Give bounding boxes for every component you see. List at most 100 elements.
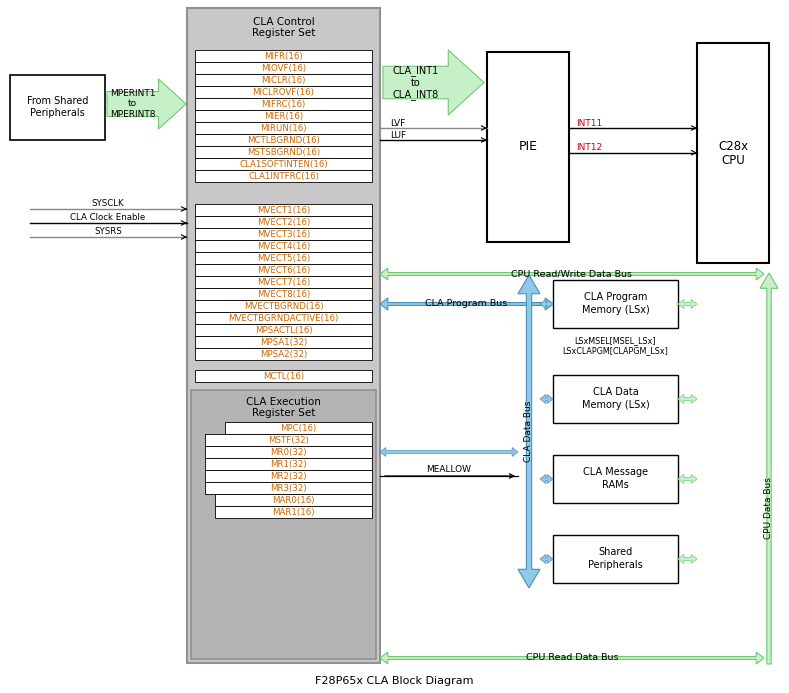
FancyBboxPatch shape xyxy=(195,158,372,170)
FancyBboxPatch shape xyxy=(195,98,372,110)
FancyBboxPatch shape xyxy=(553,280,678,328)
Text: MVECTBGRND(16): MVECTBGRND(16) xyxy=(244,301,323,310)
FancyBboxPatch shape xyxy=(205,482,372,494)
FancyBboxPatch shape xyxy=(195,204,372,216)
Polygon shape xyxy=(383,50,484,115)
FancyBboxPatch shape xyxy=(187,8,380,663)
FancyBboxPatch shape xyxy=(195,370,372,382)
Text: CLA Clock Enable: CLA Clock Enable xyxy=(70,213,146,222)
FancyBboxPatch shape xyxy=(195,276,372,288)
FancyBboxPatch shape xyxy=(205,434,372,446)
Text: MIFRC(16): MIFRC(16) xyxy=(261,100,305,109)
Text: MVECT8(16): MVECT8(16) xyxy=(257,290,310,299)
FancyBboxPatch shape xyxy=(553,455,678,503)
FancyBboxPatch shape xyxy=(195,134,372,146)
Text: Shared: Shared xyxy=(598,547,633,557)
Text: MPSACTL(16): MPSACTL(16) xyxy=(255,326,312,335)
FancyBboxPatch shape xyxy=(195,288,372,300)
Text: MICLROVF(16): MICLROVF(16) xyxy=(252,87,315,96)
Text: CPU Read/Write Data Bus: CPU Read/Write Data Bus xyxy=(511,270,633,279)
FancyBboxPatch shape xyxy=(205,458,372,470)
Text: MR3(32): MR3(32) xyxy=(270,484,307,493)
Polygon shape xyxy=(380,298,553,310)
Text: CPU: CPU xyxy=(721,154,745,166)
FancyBboxPatch shape xyxy=(195,74,372,86)
Text: CLA Data Bus: CLA Data Bus xyxy=(525,401,533,462)
FancyBboxPatch shape xyxy=(225,422,372,434)
Text: RAMs: RAMs xyxy=(602,480,629,490)
FancyBboxPatch shape xyxy=(195,300,372,312)
Text: From Shared: From Shared xyxy=(27,96,88,105)
Text: SYSCLK: SYSCLK xyxy=(92,200,125,209)
Text: INT11: INT11 xyxy=(576,119,602,128)
FancyBboxPatch shape xyxy=(205,470,372,482)
Text: MCTL(16): MCTL(16) xyxy=(263,371,304,380)
FancyBboxPatch shape xyxy=(195,110,372,122)
FancyBboxPatch shape xyxy=(195,170,372,182)
Text: MVECT2(16): MVECT2(16) xyxy=(257,218,310,227)
FancyBboxPatch shape xyxy=(10,75,105,140)
Polygon shape xyxy=(678,299,697,308)
Text: MIFR(16): MIFR(16) xyxy=(264,51,303,60)
FancyBboxPatch shape xyxy=(215,506,372,518)
FancyBboxPatch shape xyxy=(195,324,372,336)
Text: CLA1SOFTINTEN(16): CLA1SOFTINTEN(16) xyxy=(239,159,327,168)
FancyBboxPatch shape xyxy=(487,52,569,242)
Text: MVECT4(16): MVECT4(16) xyxy=(257,241,310,250)
Text: MPSA2(32): MPSA2(32) xyxy=(260,349,307,358)
Text: Peripherals: Peripherals xyxy=(30,109,85,119)
Text: LSxMSEL[MSEL_LSx]: LSxMSEL[MSEL_LSx] xyxy=(574,337,656,346)
Text: Memory (LSx): Memory (LSx) xyxy=(581,400,649,410)
FancyBboxPatch shape xyxy=(195,146,372,158)
Text: CLA1INTFRC(16): CLA1INTFRC(16) xyxy=(248,171,319,180)
Text: F28P65x CLA Block Diagram: F28P65x CLA Block Diagram xyxy=(315,676,473,686)
FancyBboxPatch shape xyxy=(195,240,372,252)
Text: CLA Program: CLA Program xyxy=(584,292,647,302)
Text: MVECT5(16): MVECT5(16) xyxy=(257,254,310,263)
FancyBboxPatch shape xyxy=(195,62,372,74)
FancyBboxPatch shape xyxy=(553,375,678,423)
Polygon shape xyxy=(540,554,553,563)
Text: CLA Control: CLA Control xyxy=(252,17,314,27)
FancyBboxPatch shape xyxy=(553,535,678,583)
FancyBboxPatch shape xyxy=(195,264,372,276)
Polygon shape xyxy=(540,394,553,403)
Text: MIRUN(16): MIRUN(16) xyxy=(260,123,307,132)
Text: SYSRS: SYSRS xyxy=(94,227,122,236)
FancyBboxPatch shape xyxy=(195,348,372,360)
Polygon shape xyxy=(518,275,540,588)
Text: MICLR(16): MICLR(16) xyxy=(261,76,305,85)
Text: LVF: LVF xyxy=(391,119,406,128)
Text: CPU Data Bus: CPU Data Bus xyxy=(765,477,773,538)
Text: INT12: INT12 xyxy=(576,143,602,152)
Text: MSTSBGRND(16): MSTSBGRND(16) xyxy=(247,148,320,157)
Text: MAR1(16): MAR1(16) xyxy=(272,507,315,516)
Polygon shape xyxy=(678,394,697,403)
Text: MIOVF(16): MIOVF(16) xyxy=(261,64,306,73)
Text: MEALLOW: MEALLOW xyxy=(427,466,472,475)
Text: MR0(32): MR0(32) xyxy=(270,448,307,457)
Text: Peripherals: Peripherals xyxy=(588,560,643,570)
FancyBboxPatch shape xyxy=(195,122,372,134)
FancyBboxPatch shape xyxy=(215,494,372,506)
Text: CLA Execution: CLA Execution xyxy=(246,397,321,407)
Text: MVECT1(16): MVECT1(16) xyxy=(257,206,310,215)
FancyBboxPatch shape xyxy=(191,390,376,659)
Text: MR1(32): MR1(32) xyxy=(270,459,307,468)
FancyBboxPatch shape xyxy=(195,252,372,264)
Polygon shape xyxy=(380,448,518,457)
Text: CPU Read Data Bus: CPU Read Data Bus xyxy=(525,653,619,663)
FancyBboxPatch shape xyxy=(195,86,372,98)
FancyBboxPatch shape xyxy=(195,216,372,228)
FancyBboxPatch shape xyxy=(195,336,372,348)
Text: MIER(16): MIER(16) xyxy=(264,112,303,121)
Polygon shape xyxy=(678,554,697,563)
Text: Register Set: Register Set xyxy=(252,408,315,418)
Text: MVECT6(16): MVECT6(16) xyxy=(257,265,310,274)
Polygon shape xyxy=(540,475,553,484)
Text: MAR0(16): MAR0(16) xyxy=(272,495,315,505)
Text: MPSA1(32): MPSA1(32) xyxy=(260,337,307,346)
Text: LUF: LUF xyxy=(390,130,406,139)
FancyBboxPatch shape xyxy=(195,50,372,62)
Text: MVECTBGRNDACTIVE(16): MVECTBGRNDACTIVE(16) xyxy=(228,313,338,322)
